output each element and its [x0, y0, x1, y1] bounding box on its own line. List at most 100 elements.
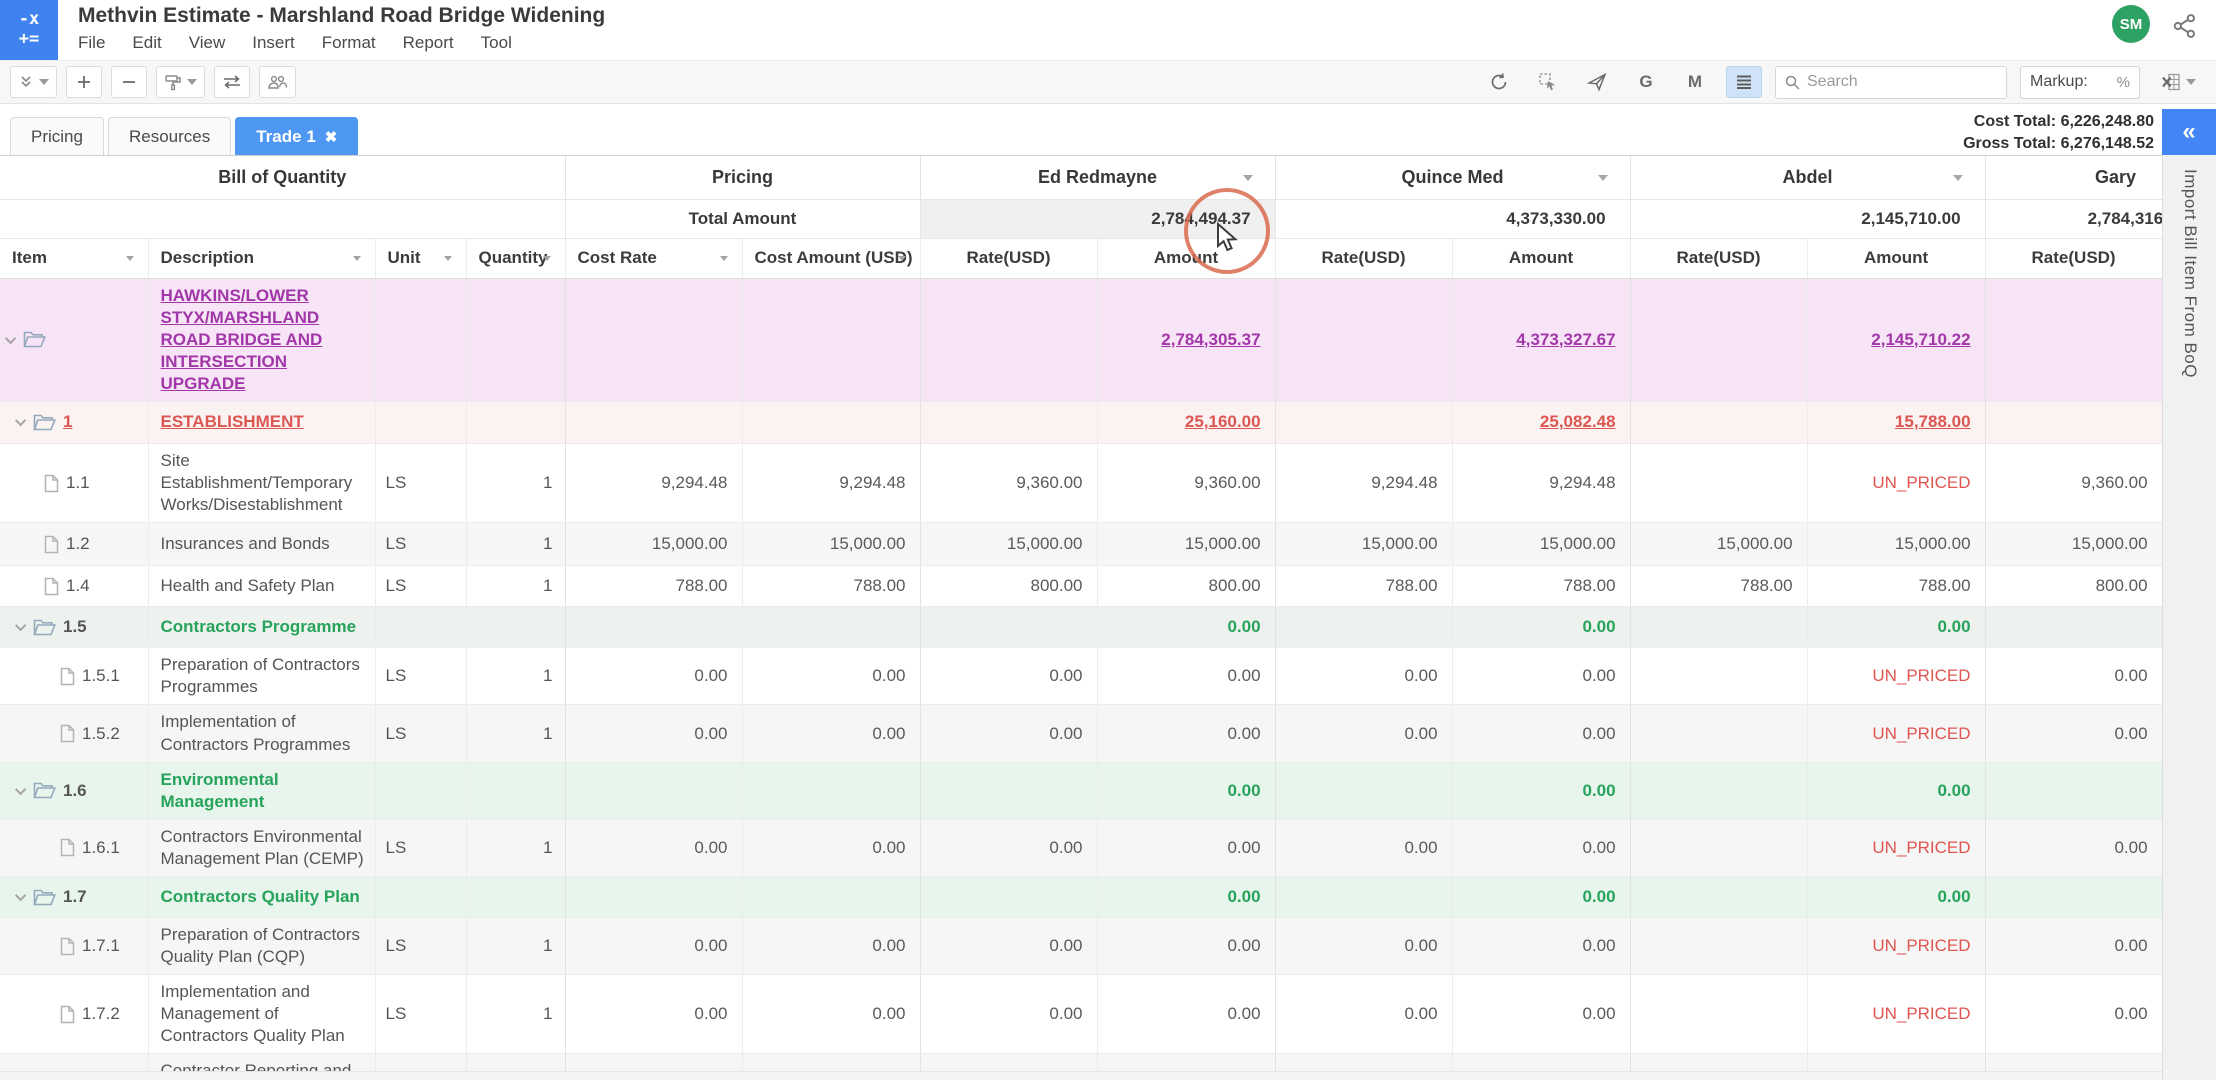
- cell-item[interactable]: 1.5.1: [0, 647, 149, 706]
- cell-value[interactable]: [1630, 401, 1808, 444]
- crew-button[interactable]: [259, 66, 296, 98]
- cell-value[interactable]: [1630, 278, 1808, 402]
- cell-item[interactable]: 1: [0, 401, 149, 444]
- cell-value[interactable]: 0.00: [920, 917, 1098, 976]
- add-row-button[interactable]: [66, 66, 102, 98]
- cell-value[interactable]: [1630, 917, 1808, 976]
- col-quince-amount[interactable]: Amount: [1452, 238, 1631, 279]
- group-ed-redmayne[interactable]: Ed Redmayne: [920, 156, 1276, 200]
- menu-report[interactable]: Report: [402, 33, 454, 52]
- group-bill-of-quantity[interactable]: Bill of Quantity: [0, 156, 566, 200]
- cell-unit[interactable]: LS: [375, 704, 467, 763]
- cell-value[interactable]: 25,082.48: [1452, 401, 1631, 444]
- cell-unit[interactable]: [375, 278, 467, 402]
- chevron-down-icon[interactable]: [1597, 175, 1608, 181]
- cell-value[interactable]: [920, 876, 1098, 918]
- cell-value[interactable]: 0.00: [742, 647, 921, 706]
- chevron-down-icon[interactable]: [39, 79, 49, 85]
- group-abdel[interactable]: Abdel: [1630, 156, 1986, 200]
- cell-value[interactable]: [1275, 278, 1453, 402]
- expand-caret-icon[interactable]: [14, 783, 27, 795]
- cell-value[interactable]: 788.00: [565, 565, 743, 608]
- cell-unit[interactable]: LS: [375, 974, 467, 1055]
- cell-value[interactable]: 788.00: [1452, 565, 1631, 608]
- cell-description[interactable]: Implementation and Management of Contrac…: [148, 974, 376, 1055]
- cell-unit[interactable]: LS: [375, 917, 467, 976]
- cell-description[interactable]: HAWKINS/LOWER STYX/MARSHLAND ROAD BRIDGE…: [148, 278, 376, 402]
- cell-value[interactable]: 9,360.00: [1097, 443, 1276, 524]
- cell-value[interactable]: [1275, 762, 1453, 820]
- cell-value[interactable]: 0.00: [1275, 704, 1453, 763]
- cell-value[interactable]: UN_PRICED: [1807, 704, 1986, 763]
- cell-item[interactable]: 1.7: [0, 876, 149, 918]
- col-ed-rate[interactable]: Rate(USD): [920, 238, 1098, 279]
- cell-value[interactable]: [1985, 401, 2162, 444]
- cell-item[interactable]: 1.7.2: [0, 974, 149, 1055]
- cell-value[interactable]: 0.00: [920, 704, 1098, 763]
- menu-view[interactable]: View: [188, 33, 226, 52]
- cell-description[interactable]: Insurances and Bonds: [148, 522, 376, 567]
- chevron-down-icon[interactable]: [1242, 175, 1253, 181]
- cell-value[interactable]: 25,160.00: [1097, 401, 1276, 444]
- cell-value[interactable]: 0.00: [1097, 876, 1276, 918]
- collapse-panel-button[interactable]: «: [2162, 109, 2216, 155]
- col-gary-rate[interactable]: Rate(USD): [1985, 238, 2162, 279]
- cell-value[interactable]: [1985, 762, 2162, 820]
- cell-value[interactable]: 2,784,305.37: [1097, 278, 1276, 402]
- col-abdel-rate[interactable]: Rate(USD): [1630, 238, 1808, 279]
- expand-caret-icon[interactable]: [14, 415, 27, 427]
- cell-value[interactable]: 0.00: [1985, 917, 2162, 976]
- cell-value[interactable]: 15,000.00: [920, 522, 1098, 567]
- total-gary[interactable]: 2,784,316: [1985, 199, 2162, 239]
- cell-value[interactable]: 9,294.48: [742, 443, 921, 524]
- cell-value[interactable]: UN_PRICED: [1807, 917, 1986, 976]
- cell-value[interactable]: 0.00: [1985, 647, 2162, 706]
- cell-quantity[interactable]: [466, 401, 566, 444]
- total-quince-med[interactable]: 4,373,330.00: [1275, 199, 1631, 239]
- cell-value[interactable]: [742, 401, 921, 444]
- cell-item[interactable]: [0, 278, 149, 402]
- table-row[interactable]: 1.7.1 Preparation of Contractors Quality …: [0, 917, 2162, 976]
- close-icon[interactable]: ✖: [324, 128, 338, 146]
- table-row[interactable]: HAWKINS/LOWER STYX/MARSHLAND ROAD BRIDGE…: [0, 278, 2162, 402]
- cell-value[interactable]: UN_PRICED: [1807, 974, 1986, 1055]
- cell-value[interactable]: 788.00: [1275, 565, 1453, 608]
- cell-value[interactable]: 9,360.00: [920, 443, 1098, 524]
- cell-value[interactable]: 9,294.48: [1452, 443, 1631, 524]
- cell-value[interactable]: 0.00: [1275, 917, 1453, 976]
- table-row[interactable]: 1.5.2 Implementation of Contractors Progr…: [0, 704, 2162, 763]
- cell-value[interactable]: 0.00: [1275, 974, 1453, 1055]
- cell-value[interactable]: [1985, 606, 2162, 649]
- cell-value[interactable]: 0.00: [1097, 917, 1276, 976]
- cell-quantity[interactable]: 1: [466, 917, 566, 976]
- cell-value[interactable]: 0.00: [1985, 819, 2162, 878]
- menu-edit[interactable]: Edit: [132, 33, 162, 52]
- cell-value[interactable]: 0.00: [742, 704, 921, 763]
- menu-tool[interactable]: Tool: [480, 33, 512, 52]
- cell-value[interactable]: 800.00: [920, 565, 1098, 608]
- cell-value[interactable]: [920, 278, 1098, 402]
- g-button[interactable]: G: [1628, 66, 1664, 98]
- cell-unit[interactable]: LS: [375, 819, 467, 878]
- table-row[interactable]: 1.5.1 Preparation of Contractors Programm…: [0, 647, 2162, 706]
- cell-value[interactable]: 0.00: [565, 917, 743, 976]
- cell-value[interactable]: UN_PRICED: [1807, 647, 1986, 706]
- cell-value[interactable]: [742, 278, 921, 402]
- format-painter-button[interactable]: [156, 66, 205, 98]
- cell-value[interactable]: 0.00: [565, 974, 743, 1055]
- cell-quantity[interactable]: 1: [466, 974, 566, 1055]
- cell-value[interactable]: 0.00: [1452, 917, 1631, 976]
- cell-value[interactable]: 0.00: [1452, 606, 1631, 649]
- col-item[interactable]: Item: [0, 238, 149, 279]
- table-row[interactable]: 1.7 Contractors Quality Plan 0.00 0.00 0.00: [0, 876, 2162, 918]
- select-mode-button[interactable]: [1530, 66, 1566, 98]
- cell-value[interactable]: 800.00: [1985, 565, 2162, 608]
- cell-value[interactable]: [1630, 876, 1808, 918]
- cell-unit[interactable]: [375, 401, 467, 444]
- cell-value[interactable]: 800.00: [1097, 565, 1276, 608]
- cell-value[interactable]: 0.00: [1452, 762, 1631, 820]
- cell-quantity[interactable]: [466, 876, 566, 918]
- cell-value[interactable]: 15,788.00: [1807, 401, 1986, 444]
- menu-file[interactable]: File: [78, 33, 106, 52]
- cell-description[interactable]: Environmental Management: [148, 762, 376, 820]
